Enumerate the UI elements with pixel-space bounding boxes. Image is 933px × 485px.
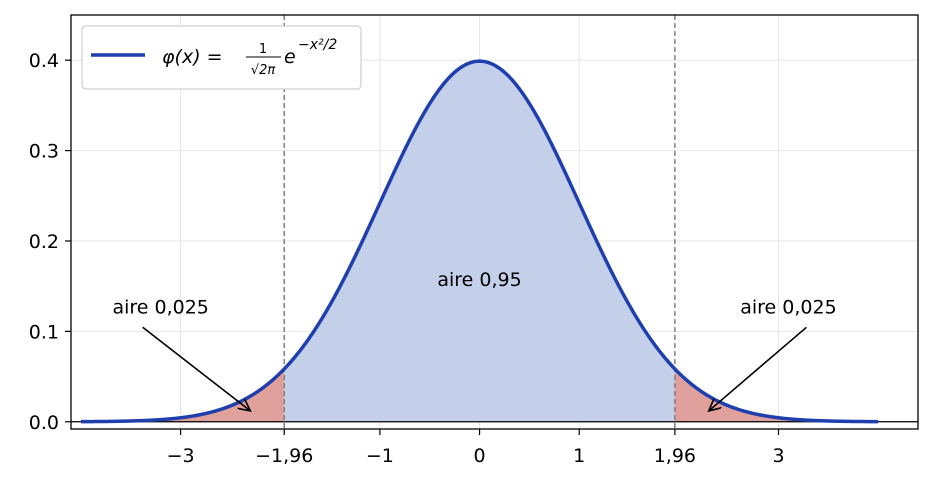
curve-series — [80, 59, 879, 424]
shaded-areas — [80, 61, 879, 422]
annotation-label: aire 0,025 — [112, 296, 208, 318]
legend-base: e — [284, 46, 296, 68]
x-tick-label: 0 — [474, 445, 486, 467]
y-tick-label: 0.0 — [29, 412, 59, 434]
y-axis-ticks: 0.0 0.1 0.2 0.3 0.4 — [29, 50, 71, 434]
legend-frac-num: 1 — [259, 42, 267, 57]
legend-prefix: φ(x) = — [162, 46, 223, 68]
annotation-arrow — [709, 326, 807, 411]
y-tick-label: 0.3 — [29, 141, 59, 163]
legend-exponent: −x²/2 — [298, 37, 337, 53]
x-tick-label: 3 — [772, 445, 784, 467]
shaded-region-1 — [284, 61, 675, 422]
x-tick-label: −3 — [167, 445, 195, 467]
legend-box — [81, 25, 362, 90]
shaded-region-0 — [80, 368, 285, 422]
annotations: aire 0,95 aire 0,025 aire 0,025 — [112, 269, 837, 411]
x-axis-ticks: −3 −1,96 −1 0 1 1,96 3 — [167, 429, 785, 467]
shaded-region-2 — [674, 368, 879, 422]
annotation-label: aire 0,025 — [740, 296, 836, 318]
annotation-arrow — [142, 326, 251, 411]
x-tick-label: −1 — [366, 445, 394, 467]
legend-frac-den: √2π — [251, 63, 276, 78]
density-curve — [80, 59, 879, 424]
y-tick-label: 0.2 — [29, 231, 59, 253]
x-tick-label: 1 — [573, 445, 585, 467]
y-tick-label: 0.1 — [29, 321, 59, 343]
x-tick-label: 1,96 — [654, 445, 696, 467]
x-tick-label: −1,96 — [255, 445, 313, 467]
legend: φ(x) = 1 √2π e −x²/2 — [81, 25, 362, 90]
y-tick-label: 0.4 — [29, 50, 59, 72]
plot-frame — [70, 14, 919, 430]
annotation-label: aire 0,95 — [437, 269, 521, 291]
